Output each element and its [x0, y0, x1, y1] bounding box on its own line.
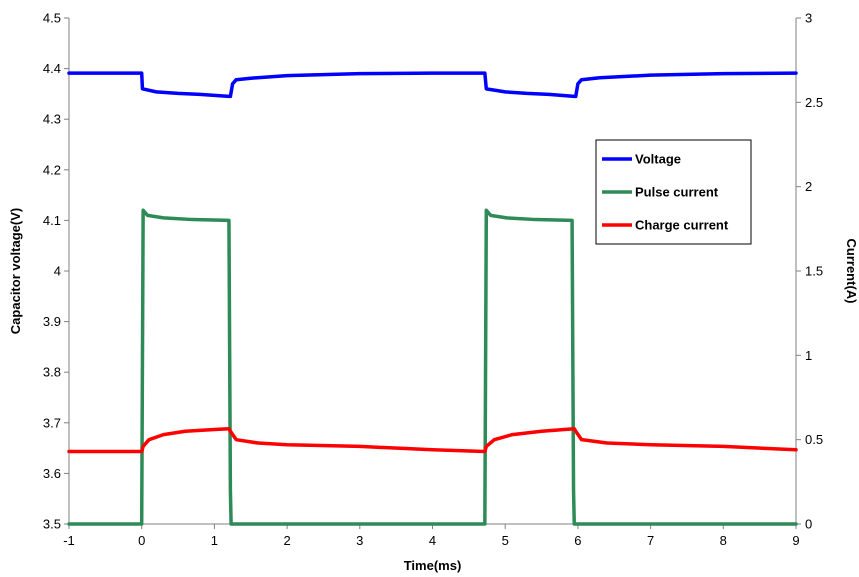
right-tick-label: 0 — [805, 517, 812, 532]
left-tick-label: 4.4 — [43, 61, 61, 76]
x-tick-label: 6 — [574, 533, 581, 548]
left-tick-label: 4.3 — [43, 112, 61, 127]
x-axis: -1 0 1 2 3 4 5 6 7 8 9 — [63, 523, 800, 548]
left-tick-label: 4.2 — [43, 162, 61, 177]
x-tick-label: 5 — [502, 533, 509, 548]
left-tick-label: 4.5 — [43, 11, 61, 26]
right-tick-label: 3 — [805, 11, 812, 26]
right-y-axis-title: Current(A) — [844, 239, 859, 304]
x-axis-title: Time(ms) — [404, 558, 462, 573]
left-tick-label: 3.8 — [43, 365, 61, 380]
x-tick-label: 2 — [283, 533, 290, 548]
x-tick-label: 4 — [429, 533, 436, 548]
legend-label: Pulse current — [635, 185, 719, 200]
left-tick-label: 4.1 — [43, 213, 61, 228]
x-tick-label: 7 — [647, 533, 654, 548]
legend-label: Voltage — [635, 152, 681, 167]
series-line-pulse-current — [67, 208, 798, 526]
left-tick-label: 3.9 — [43, 314, 61, 329]
legend: Voltage Pulse current Charge current — [595, 139, 752, 245]
left-tick-label: 4 — [54, 264, 61, 279]
left-y-axis-title: Capacitor voltage(V) — [8, 208, 23, 334]
right-tick-label: 2.5 — [805, 95, 823, 110]
x-tick-label: -1 — [63, 533, 75, 548]
x-tick-label: 1 — [211, 533, 218, 548]
series-line-voltage — [67, 71, 798, 99]
right-tick-label: 2 — [805, 179, 812, 194]
right-tick-label: 1 — [805, 348, 812, 363]
right-tick-label: 0.5 — [805, 432, 823, 447]
left-tick-label: 3.7 — [43, 415, 61, 430]
x-tick-label: 8 — [720, 533, 727, 548]
x-tick-label: 9 — [792, 533, 799, 548]
legend-label: Charge current — [635, 218, 729, 233]
left-y-axis: 3.5 3.6 3.7 3.8 3.9 4 4.1 4.2 4.3 4.4 4.5 — [43, 11, 70, 532]
right-y-axis: 0 0.5 1 1.5 2 2.5 3 — [795, 11, 823, 532]
series-line-charge-current — [67, 426, 798, 454]
series-layer — [67, 71, 798, 526]
x-tick-label: 0 — [138, 533, 145, 548]
right-tick-label: 1.5 — [805, 264, 823, 279]
left-tick-label: 3.5 — [43, 517, 61, 532]
x-tick-label: 3 — [356, 533, 363, 548]
left-tick-label: 3.6 — [43, 466, 61, 481]
